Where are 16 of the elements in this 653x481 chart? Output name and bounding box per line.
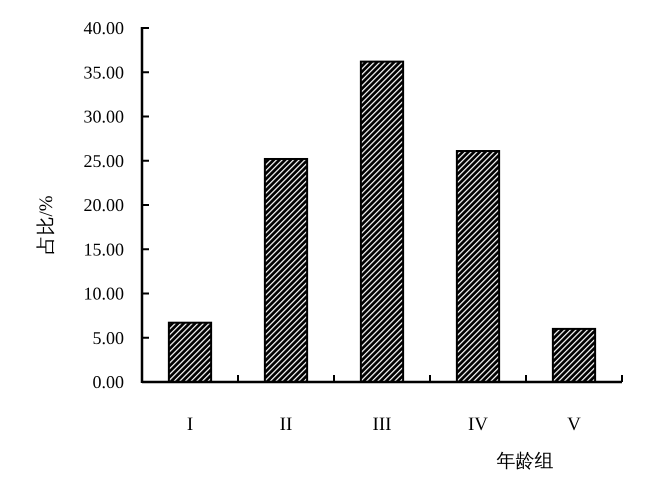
- y-tick-label: 5.00: [92, 328, 124, 348]
- y-tick-label: 10.00: [84, 284, 124, 304]
- y-tick-label: 20.00: [84, 195, 124, 215]
- x-tick-label: V: [567, 414, 582, 435]
- y-tick-label: 35.00: [84, 62, 124, 82]
- y-tick-label: 0.00: [92, 372, 124, 392]
- x-tick-label: II: [280, 414, 292, 435]
- y-tick-label: 25.00: [84, 150, 124, 171]
- y-tick-label: 30.00: [84, 106, 124, 126]
- y-tick-label: 15.00: [84, 239, 124, 260]
- y-tick-label: 40.00: [84, 18, 124, 38]
- x-tick-label: I: [186, 414, 194, 435]
- y-axis-title: 占比/%: [36, 195, 57, 255]
- x-tick-label: IV: [468, 414, 488, 435]
- x-tick-label: III: [372, 414, 392, 435]
- x-axis-title: 年龄组: [496, 451, 554, 472]
